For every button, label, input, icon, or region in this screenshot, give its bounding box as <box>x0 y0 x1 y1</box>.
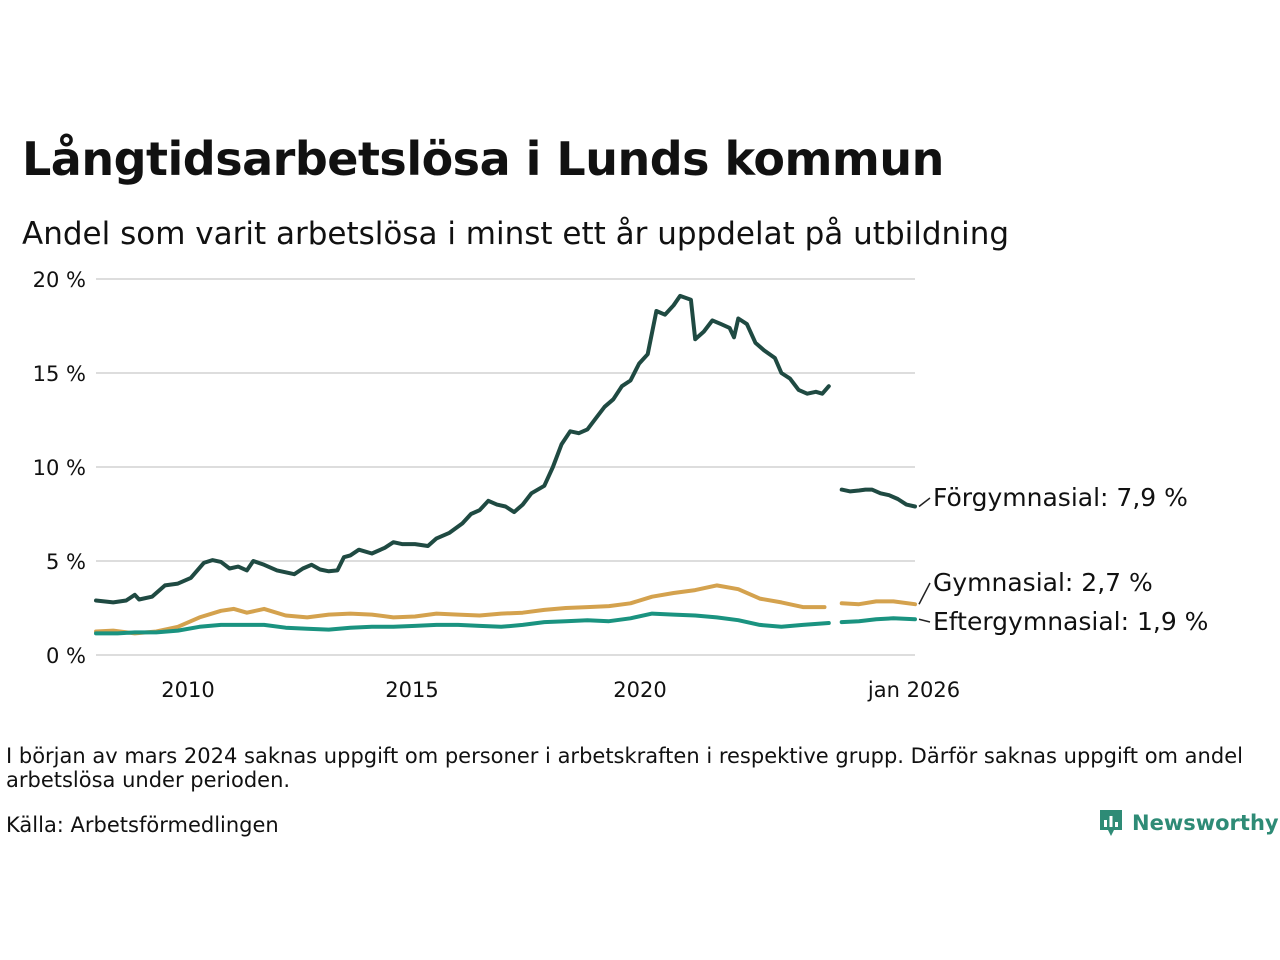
y-tick-label: 20 % <box>33 268 86 292</box>
chart-note: I början av mars 2024 saknas uppgift om … <box>6 744 1243 792</box>
series-end-label-eftergymnasial: Eftergymnasial: 1,9 % <box>933 607 1208 636</box>
series-end-label-förgymnasial: Förgymnasial: 7,9 % <box>933 483 1188 512</box>
series-line-förgymnasial-2 <box>839 487 917 509</box>
series-line-förgymnasial-1 <box>94 293 831 605</box>
x-tick-label: 2015 <box>385 678 438 702</box>
source-line: Källa: Arbetsförmedlingen <box>6 813 279 837</box>
newsworthy-logo: Newsworthy <box>1098 808 1279 838</box>
brand-name: Newsworthy <box>1132 811 1279 835</box>
series-line-eftergymnasial-1 <box>94 611 831 636</box>
leader-line-eftergymnasial <box>918 618 931 623</box>
chart-subtitle: Andel som varit arbetslösa i minst ett å… <box>22 216 1010 252</box>
series-end-label-gymnasial: Gymnasial: 2,7 % <box>933 568 1153 597</box>
chart-title: Långtidsarbetslösa i Lunds kommun <box>22 132 944 186</box>
newsworthy-logo-icon <box>1100 810 1122 836</box>
series-line-gymnasial-2 <box>839 599 917 607</box>
x-tick-label: 2020 <box>613 678 666 702</box>
series-line-gymnasial-1 <box>94 583 827 636</box>
y-tick-label: 10 % <box>33 456 86 480</box>
x-tick-label: 2010 <box>161 678 214 702</box>
y-tick-label: 5 % <box>46 550 86 574</box>
x-tick-label: jan 2026 <box>867 678 960 702</box>
y-tick-label: 15 % <box>33 362 86 386</box>
leader-line-förgymnasial <box>918 497 931 508</box>
line-chart: 0 % 5 % 10 % 15 % 20 % 2010 2015 2020 jan 2026 Fö… <box>33 268 1209 702</box>
series-line-eftergymnasial-2 <box>839 616 917 625</box>
y-tick-label: 0 % <box>46 644 86 668</box>
leader-line-gymnasial <box>918 582 931 605</box>
